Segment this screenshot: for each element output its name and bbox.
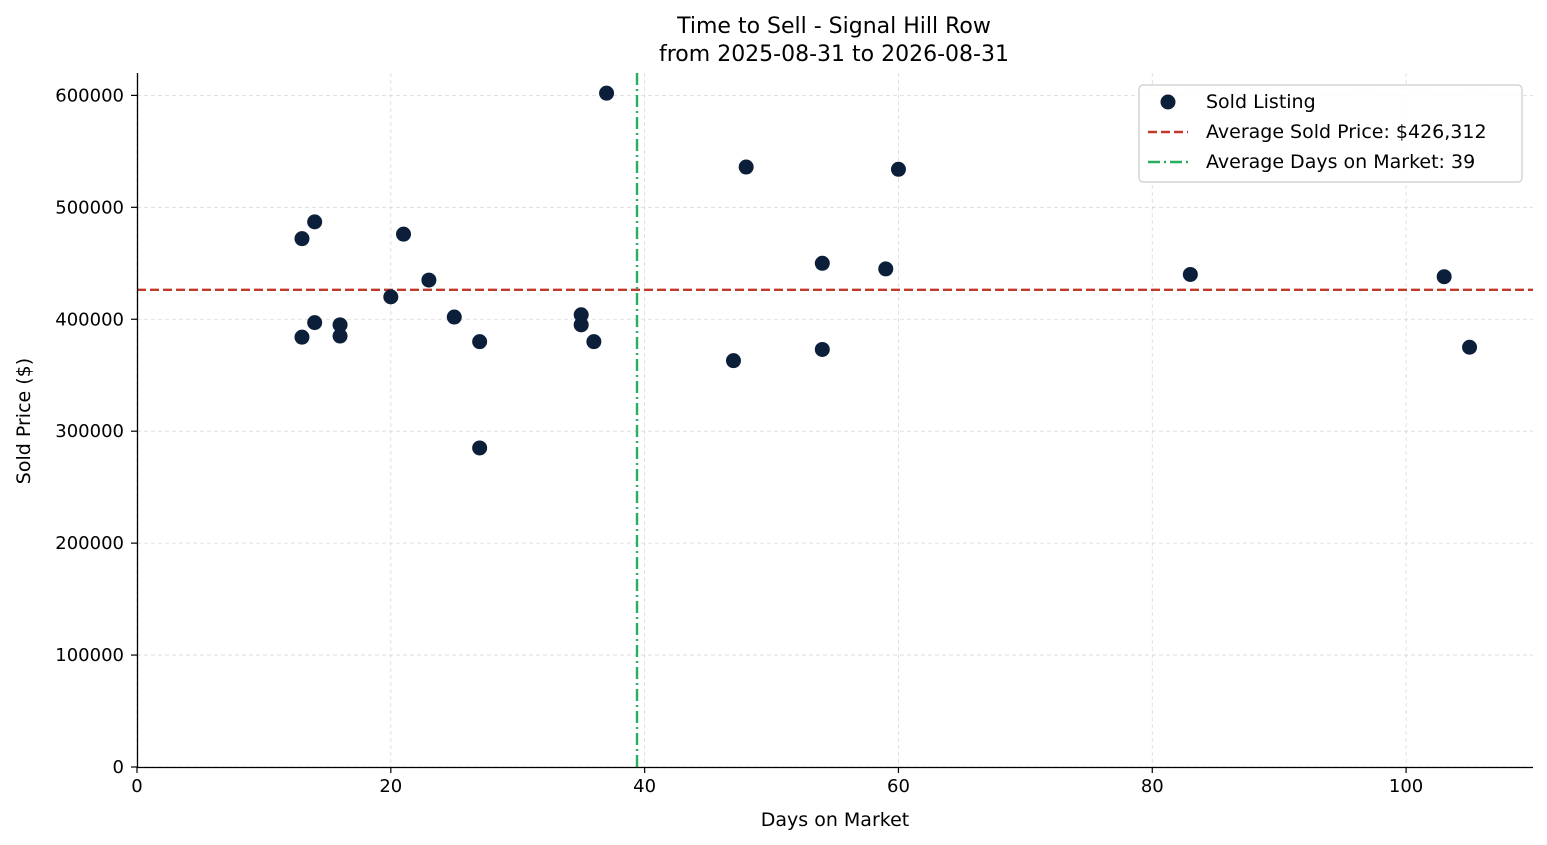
data-point — [396, 226, 412, 242]
x-tick-label: 60 — [887, 776, 910, 797]
data-point — [446, 309, 462, 325]
data-point — [383, 289, 399, 305]
data-point — [878, 261, 894, 277]
legend-label-average-price: Average Sold Price: $426,312 — [1206, 121, 1487, 143]
data-point — [294, 329, 310, 345]
data-point — [421, 272, 437, 288]
y-tick-label: 0 — [113, 757, 124, 778]
y-tick-label: 600000 — [55, 85, 124, 106]
data-point — [307, 315, 323, 331]
data-point — [332, 317, 348, 333]
y-tick-label: 300000 — [55, 421, 124, 442]
reference-lines — [137, 73, 1533, 767]
y-ticks: 0 100000 200000 300000 400000 500000 600000 — [55, 85, 137, 778]
y-axis-label: Sold Price ($) — [13, 358, 35, 484]
y-tick-label: 400000 — [55, 309, 124, 330]
data-point — [332, 328, 348, 344]
x-tick-label: 100 — [1389, 776, 1423, 797]
data-point — [573, 317, 589, 333]
data-point — [1462, 339, 1478, 355]
data-points — [294, 85, 1478, 456]
axes — [136, 73, 1533, 769]
legend-label-average-days: Average Days on Market: 39 — [1206, 151, 1475, 173]
legend: Sold Listing Average Sold Price: $426,31… — [1138, 84, 1523, 183]
data-point — [1436, 269, 1452, 285]
data-point — [294, 231, 310, 247]
data-point — [472, 440, 488, 456]
data-point — [814, 255, 830, 271]
y-tick-label: 200000 — [55, 533, 124, 554]
x-tick-label: 40 — [633, 776, 656, 797]
data-point — [586, 334, 602, 350]
x-tick-label: 20 — [379, 776, 402, 797]
data-point — [307, 214, 323, 230]
y-tick-label: 100000 — [55, 645, 124, 666]
data-point — [738, 159, 754, 175]
data-point — [725, 353, 741, 369]
legend-marker-sold-listing — [1160, 94, 1176, 110]
legend-box — [1138, 84, 1523, 183]
legend-label-sold-listing: Sold Listing — [1206, 91, 1316, 113]
data-point — [599, 85, 615, 101]
x-tick-label: 0 — [131, 776, 142, 797]
x-tick-label: 80 — [1141, 776, 1164, 797]
chart-title: Time to Sell - Signal Hill Row — [676, 14, 991, 39]
data-point — [890, 161, 906, 177]
x-axis-label: Days on Market — [761, 809, 909, 831]
chart-subtitle: from 2025-08-31 to 2026-08-31 — [659, 42, 1009, 67]
x-ticks: 0 20 40 60 80 100 — [131, 767, 1423, 797]
data-point — [814, 341, 830, 357]
data-point — [472, 334, 488, 350]
data-point — [1182, 266, 1198, 282]
y-tick-label: 500000 — [55, 197, 124, 218]
